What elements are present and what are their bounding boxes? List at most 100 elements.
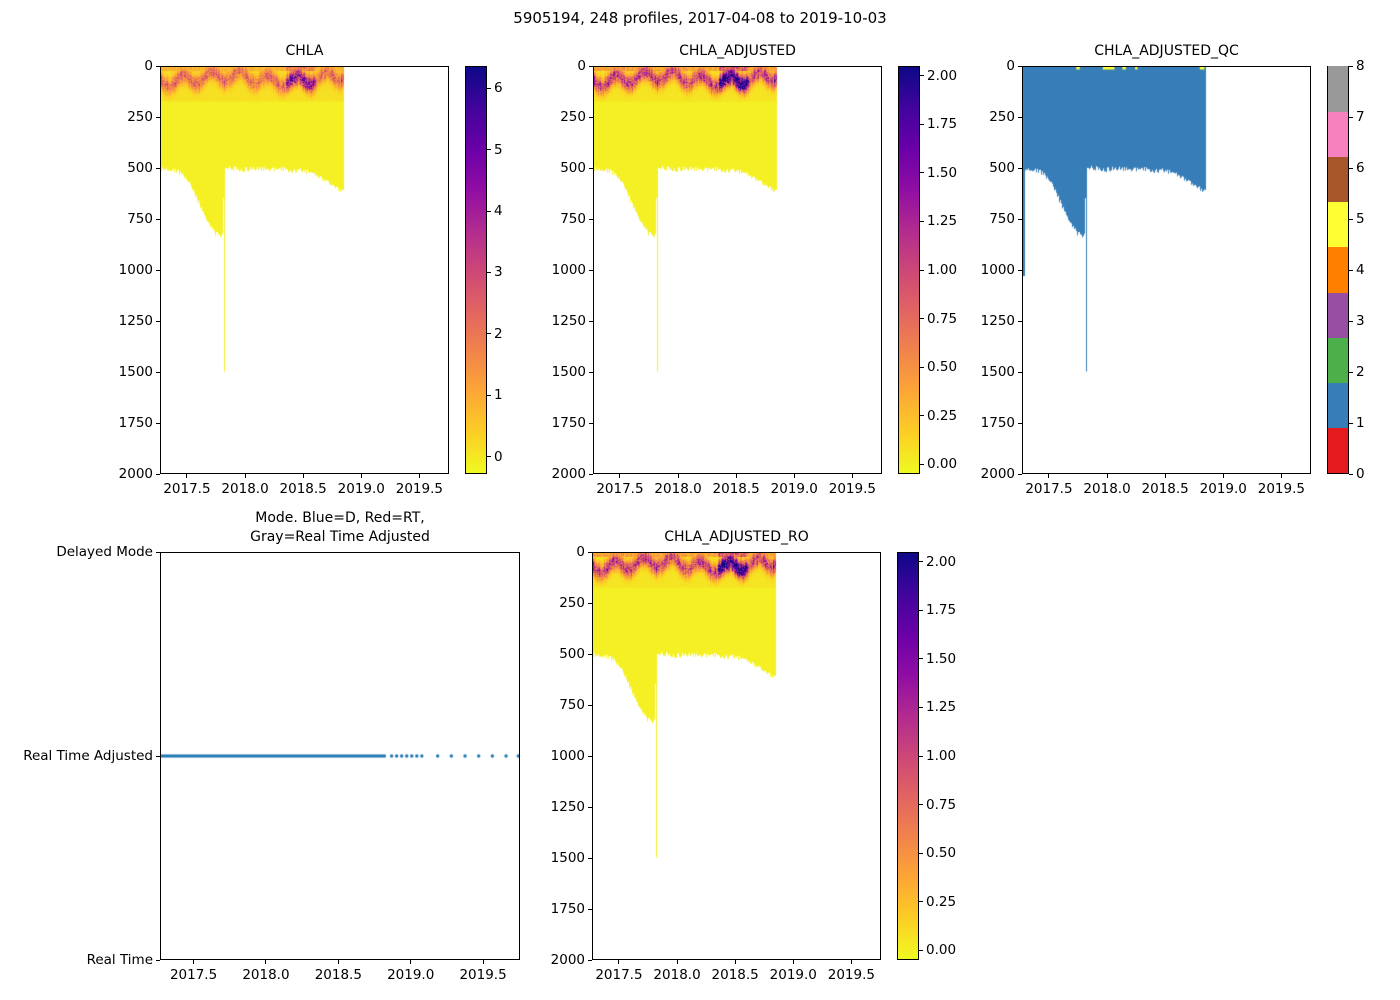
y-tick-label: 1000 bbox=[118, 262, 153, 278]
colorbar-tick-mark bbox=[487, 149, 491, 151]
chla-title: CHLA bbox=[285, 43, 324, 59]
x-tick-label: 2017.5 bbox=[1025, 481, 1073, 497]
colorbar-tick-label: 1 bbox=[494, 387, 503, 404]
colorbar-tick-label: 3 bbox=[494, 264, 503, 281]
x-tick-label: 2019.5 bbox=[1257, 481, 1305, 497]
y-tick-mark bbox=[1018, 269, 1022, 271]
colorbar-tick-label: 2 bbox=[1356, 364, 1365, 380]
colorbar-tick-label: 0.50 bbox=[926, 845, 957, 862]
chla-adjusted-ro-axes bbox=[592, 552, 881, 960]
colorbar-tick-label: 6 bbox=[494, 80, 503, 97]
y-tick-label: 2000 bbox=[980, 466, 1015, 482]
x-tick-label: 2018.0 bbox=[221, 481, 269, 497]
colorbar-tick-label: 3 bbox=[1356, 313, 1365, 329]
y-tick-mark bbox=[589, 65, 593, 67]
colorbar-tick-mark bbox=[1349, 167, 1353, 169]
qc-colorbar-segment bbox=[1328, 246, 1348, 293]
y-tick-mark bbox=[588, 551, 592, 553]
chla-heatmap-canvas bbox=[161, 67, 448, 473]
y-tick-mark bbox=[156, 320, 160, 322]
colorbar-tick-label: 1 bbox=[1356, 415, 1365, 431]
x-tick-mark bbox=[186, 474, 188, 478]
y-tick-mark bbox=[1018, 167, 1022, 169]
x-tick-mark bbox=[410, 960, 412, 964]
y-tick-label: 0 bbox=[1006, 58, 1015, 74]
mode-y-tick-label: Real Time Adjusted bbox=[23, 748, 153, 764]
mode-axes bbox=[160, 552, 520, 960]
y-tick-mark bbox=[589, 371, 593, 373]
y-tick-mark bbox=[588, 653, 592, 655]
colorbar-tick-mark bbox=[920, 172, 924, 174]
x-tick-mark bbox=[302, 474, 304, 478]
colorbar-tick-mark bbox=[1349, 269, 1353, 271]
qc-colorbar-segment bbox=[1328, 291, 1348, 338]
y-tick-mark bbox=[589, 218, 593, 220]
y-tick-label: 1000 bbox=[980, 262, 1015, 278]
y-tick-label: 1750 bbox=[551, 415, 586, 431]
y-tick-mark bbox=[588, 959, 592, 961]
y-tick-label: 1000 bbox=[551, 262, 586, 278]
qc-colorbar-segment bbox=[1328, 381, 1348, 428]
x-tick-label: 2018.0 bbox=[242, 967, 290, 983]
chla-adjusted-ro-title: CHLA_ADJUSTED_RO bbox=[664, 529, 809, 545]
y-tick-label: 250 bbox=[560, 109, 586, 125]
y-tick-mark bbox=[156, 269, 160, 271]
y-tick-mark bbox=[156, 422, 160, 424]
x-tick-mark bbox=[418, 474, 420, 478]
y-tick-mark bbox=[156, 473, 160, 475]
mode-y-tick-label: Delayed Mode bbox=[56, 544, 153, 560]
x-tick-label: 2019.0 bbox=[769, 967, 817, 983]
y-tick-label: 500 bbox=[989, 160, 1015, 176]
colorbar-tick-mark bbox=[919, 949, 923, 951]
y-tick-label: 1750 bbox=[980, 415, 1015, 431]
y-tick-mark bbox=[156, 218, 160, 220]
y-tick-label: 250 bbox=[559, 595, 585, 611]
x-tick-mark bbox=[193, 960, 195, 964]
x-tick-mark bbox=[265, 960, 267, 964]
y-tick-label: 500 bbox=[559, 646, 585, 662]
x-tick-label: 2018.5 bbox=[711, 967, 759, 983]
colorbar-tick-label: 0.25 bbox=[926, 893, 957, 910]
mode-title-line2: Gray=Real Time Adjusted bbox=[250, 529, 430, 545]
y-tick-mark bbox=[588, 857, 592, 859]
colorbar-tick-label: 1.75 bbox=[927, 116, 958, 133]
x-tick-label: 2017.5 bbox=[163, 481, 211, 497]
x-tick-label: 2019.5 bbox=[827, 967, 875, 983]
qc-colorbar-segment bbox=[1328, 111, 1348, 158]
y-tick-label: 750 bbox=[127, 211, 153, 227]
qc-colorbar-segment bbox=[1328, 66, 1348, 113]
colorbar-tick-mark bbox=[919, 658, 923, 660]
colorbar-tick-mark bbox=[919, 609, 923, 611]
colorbar-tick-mark bbox=[1349, 116, 1353, 118]
colorbar-tick-mark bbox=[487, 394, 491, 396]
chla-axes bbox=[160, 66, 449, 474]
y-tick-label: 250 bbox=[989, 109, 1015, 125]
x-tick-label: 2018.5 bbox=[1141, 481, 1189, 497]
y-tick-mark bbox=[589, 167, 593, 169]
qc-colorbar-segment bbox=[1328, 201, 1348, 248]
colorbar-tick-label: 4 bbox=[1356, 262, 1365, 278]
y-tick-label: 2000 bbox=[550, 952, 585, 968]
x-tick-mark bbox=[677, 474, 679, 478]
x-tick-mark bbox=[244, 474, 246, 478]
y-tick-label: 1500 bbox=[980, 364, 1015, 380]
colorbar-tick-label: 4 bbox=[494, 203, 503, 219]
colorbar-tick-label: 0 bbox=[1356, 466, 1365, 482]
colorbar-tick-mark bbox=[1349, 473, 1353, 475]
mode-scatter-canvas bbox=[161, 553, 519, 959]
y-tick-label: 750 bbox=[560, 211, 586, 227]
y-tick-mark bbox=[1018, 65, 1022, 67]
x-tick-label: 2017.5 bbox=[596, 481, 644, 497]
x-tick-label: 2017.5 bbox=[595, 967, 643, 983]
colorbar-tick-mark bbox=[487, 333, 491, 335]
y-tick-label: 0 bbox=[576, 544, 585, 560]
colorbar-tick-label: 2.00 bbox=[926, 553, 957, 570]
colorbar-tick-mark bbox=[920, 75, 924, 77]
x-tick-mark bbox=[1164, 474, 1166, 478]
y-tick-label: 1500 bbox=[551, 364, 586, 380]
colorbar-tick-mark bbox=[487, 210, 491, 212]
y-tick-mark bbox=[156, 371, 160, 373]
chla-adjusted-ro-heatmap-canvas bbox=[593, 553, 880, 959]
colorbar-tick-mark bbox=[1349, 422, 1353, 424]
colorbar-tick-label: 8 bbox=[1356, 58, 1365, 74]
